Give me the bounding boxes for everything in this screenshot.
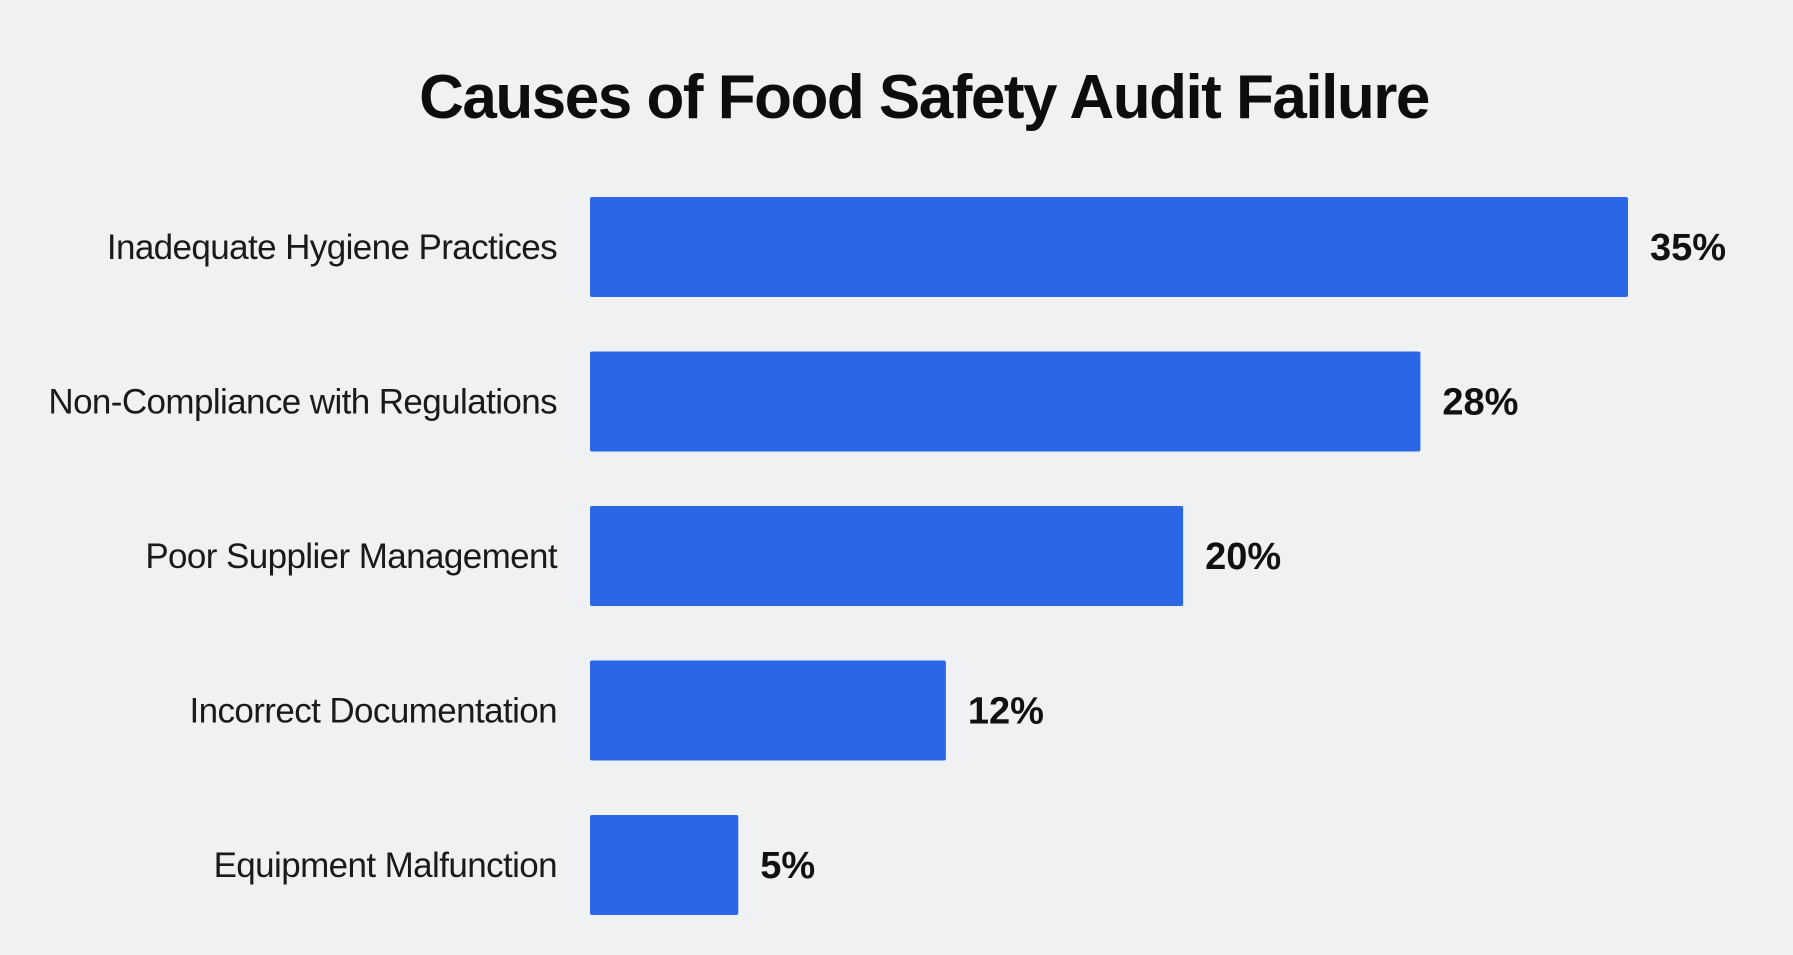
- bar: [590, 660, 946, 761]
- bars-group: Inadequate Hygiene Practices 35% Non-Compl…: [48, 197, 1726, 915]
- value-label: 35%: [1650, 227, 1726, 269]
- category-label: Poor Supplier Management: [145, 537, 558, 576]
- category-label: Equipment Malfunction: [214, 846, 557, 885]
- value-label: 20%: [1205, 536, 1281, 578]
- bar: [590, 197, 1628, 297]
- bar: [590, 351, 1421, 452]
- category-label: Inadequate Hygiene Practices: [107, 228, 557, 267]
- bar: [590, 506, 1184, 606]
- chart-title: Causes of Food Safety Audit Failure: [419, 63, 1429, 132]
- value-label: 5%: [760, 845, 815, 887]
- value-label: 12%: [968, 691, 1044, 733]
- bar: [590, 815, 739, 915]
- category-label: Incorrect Documentation: [190, 692, 558, 731]
- value-label: 28%: [1442, 382, 1518, 424]
- category-label: Non-Compliance with Regulations: [48, 383, 557, 422]
